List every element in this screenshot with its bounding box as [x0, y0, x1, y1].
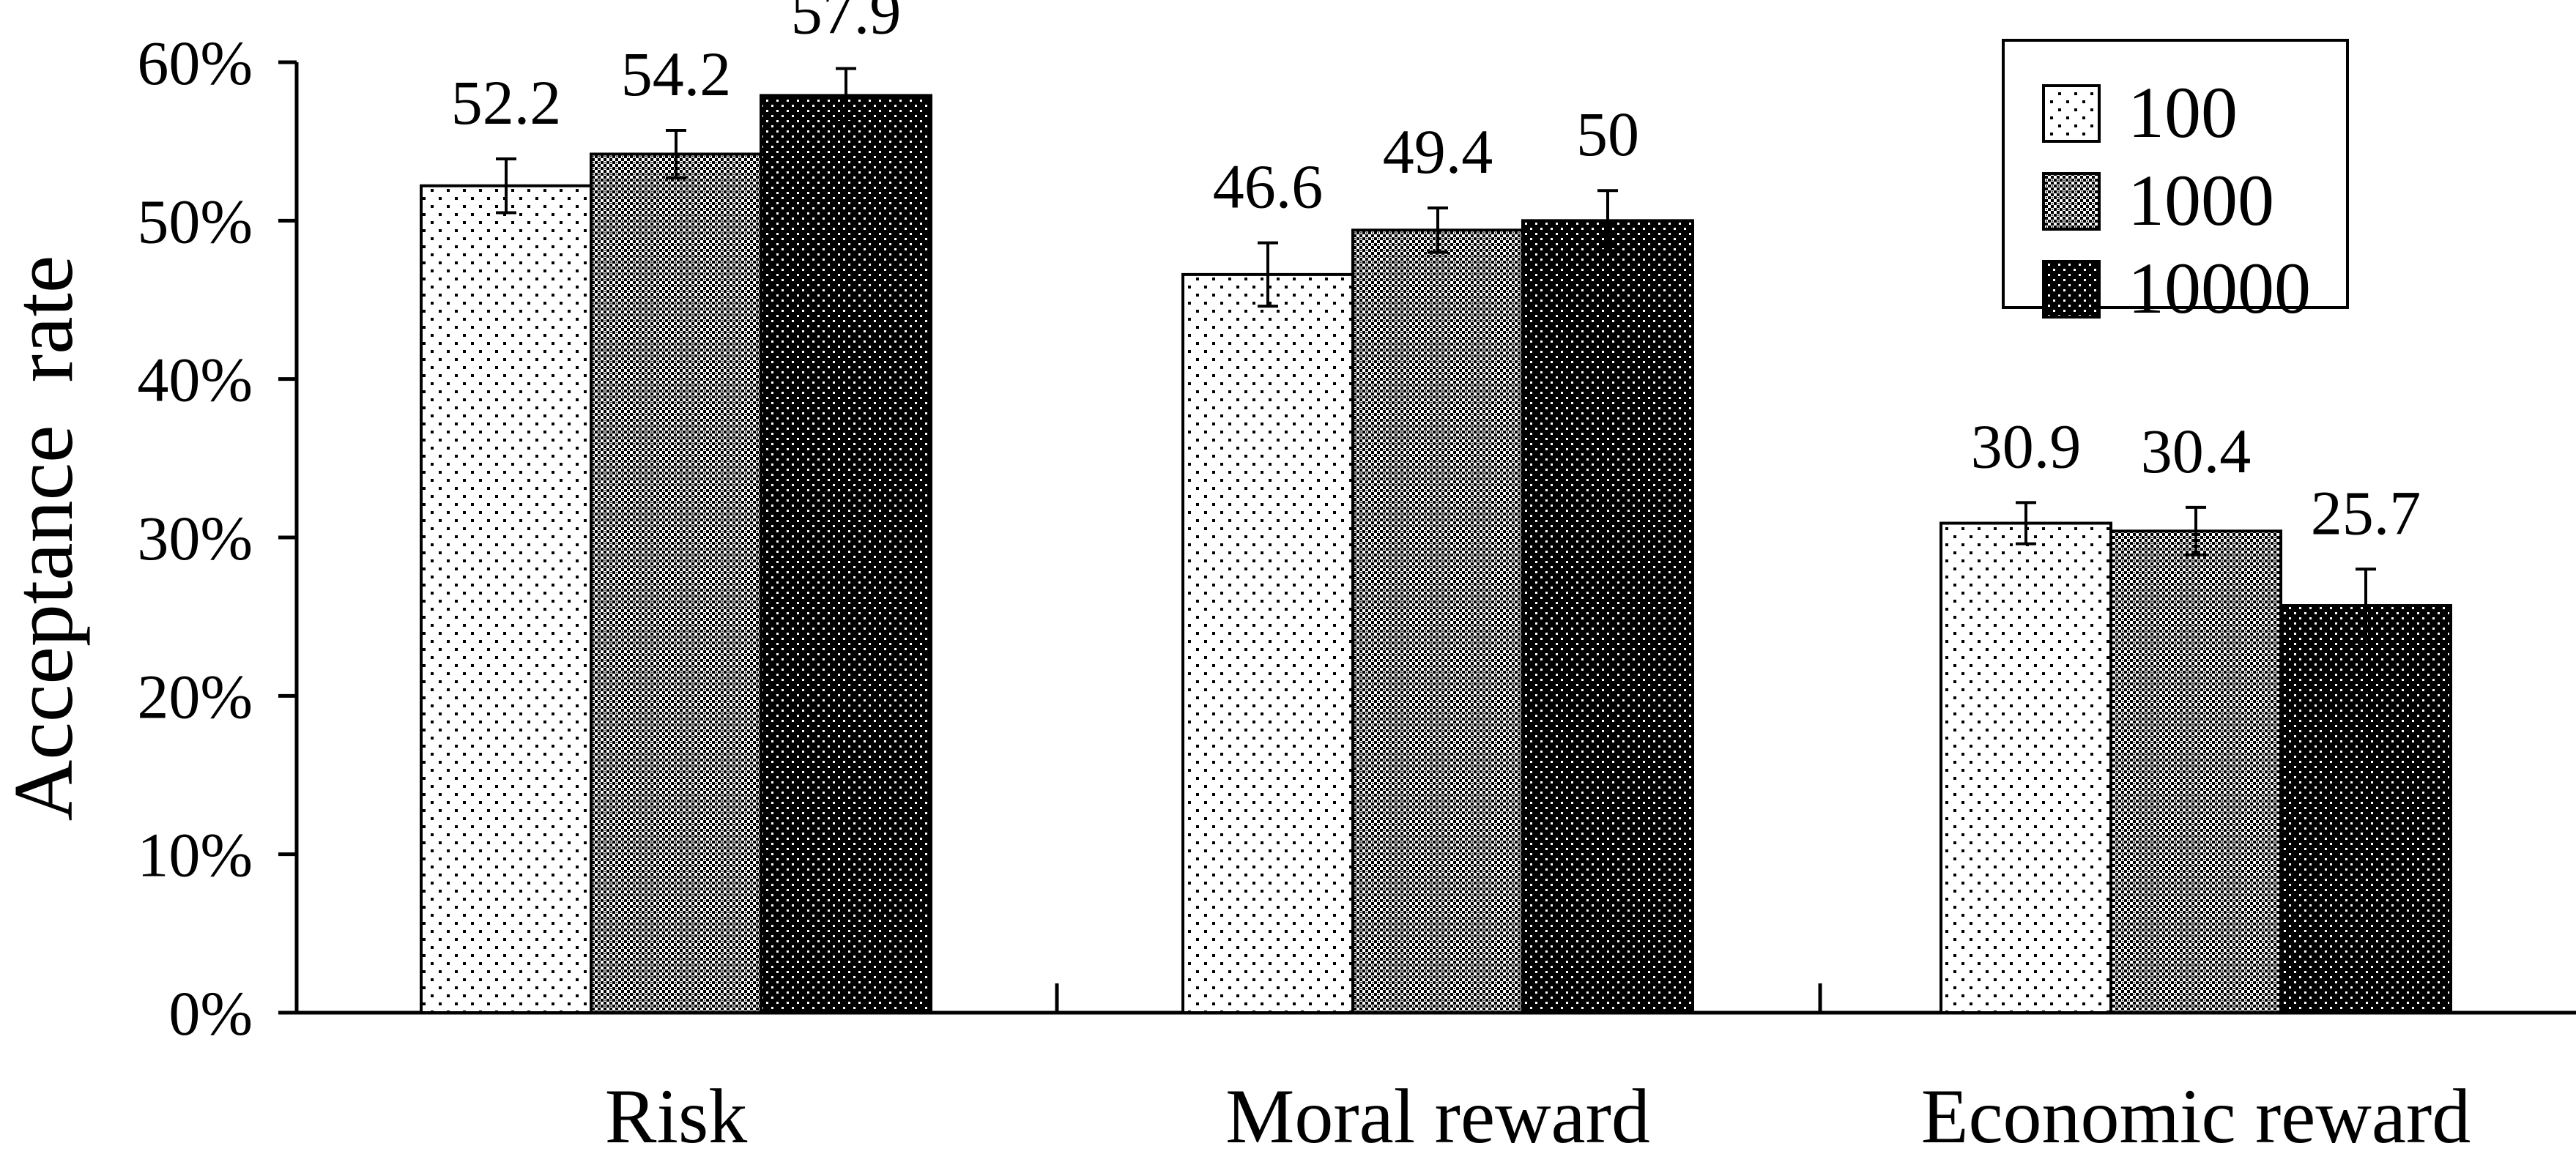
data-label: 25.7	[2311, 477, 2421, 548]
y-tick-label: 30%	[137, 503, 253, 573]
data-label: 54.2	[621, 39, 732, 109]
bar-1000-0	[590, 152, 762, 1014]
y-axis-title: Acceptance rate	[0, 256, 91, 822]
legend-swatch-100	[2042, 84, 2101, 143]
bars	[420, 67, 2452, 1015]
y-tick-label: 10%	[137, 820, 253, 890]
y-tick-label: 0%	[168, 978, 253, 1049]
y-tick-label: 50%	[137, 186, 253, 256]
data-label: 57.9	[791, 0, 902, 48]
bar-100-0	[420, 184, 593, 1015]
data-label: 52.2	[451, 67, 562, 138]
data-label: 30.4	[2141, 416, 2252, 486]
axes: 0% 10% 20% 30% 40% 50% 60% Acceptance rate	[0, 28, 2576, 1049]
data-label: 30.9	[1971, 411, 2082, 481]
legend-label: 1000	[2128, 160, 2274, 241]
data-label: 50	[1576, 99, 1639, 169]
y-tick-label: 60%	[137, 28, 253, 98]
bar-100-2	[1940, 521, 2112, 1014]
data-label: 49.4	[1383, 116, 1493, 187]
bar-10000-2	[2279, 604, 2452, 1014]
data-label: 46.6	[1213, 152, 1324, 222]
y-tick-label: 20%	[137, 661, 253, 732]
x-category-label: Economic reward	[1921, 1073, 2471, 1154]
legend-swatch-1000	[2042, 172, 2101, 231]
y-tick-label: 40%	[137, 345, 253, 415]
bar-10000-1	[1521, 219, 1694, 1014]
bar-1000-1	[1351, 228, 1524, 1014]
bar-1000-2	[2109, 529, 2282, 1014]
bar-100-1	[1181, 272, 1354, 1014]
legend-label: 100	[2128, 72, 2238, 153]
legend-swatch-10000	[2042, 260, 2101, 319]
labels: 52.2 54.2 57.9 Risk 46.6 49.4 50 Moral reward 30…	[451, 0, 2471, 1154]
x-category-label: Moral reward	[1225, 1073, 1650, 1154]
x-category-label: Risk	[605, 1073, 747, 1154]
legend-label: 10000	[2128, 247, 2311, 329]
bar-10000-0	[760, 94, 932, 1014]
